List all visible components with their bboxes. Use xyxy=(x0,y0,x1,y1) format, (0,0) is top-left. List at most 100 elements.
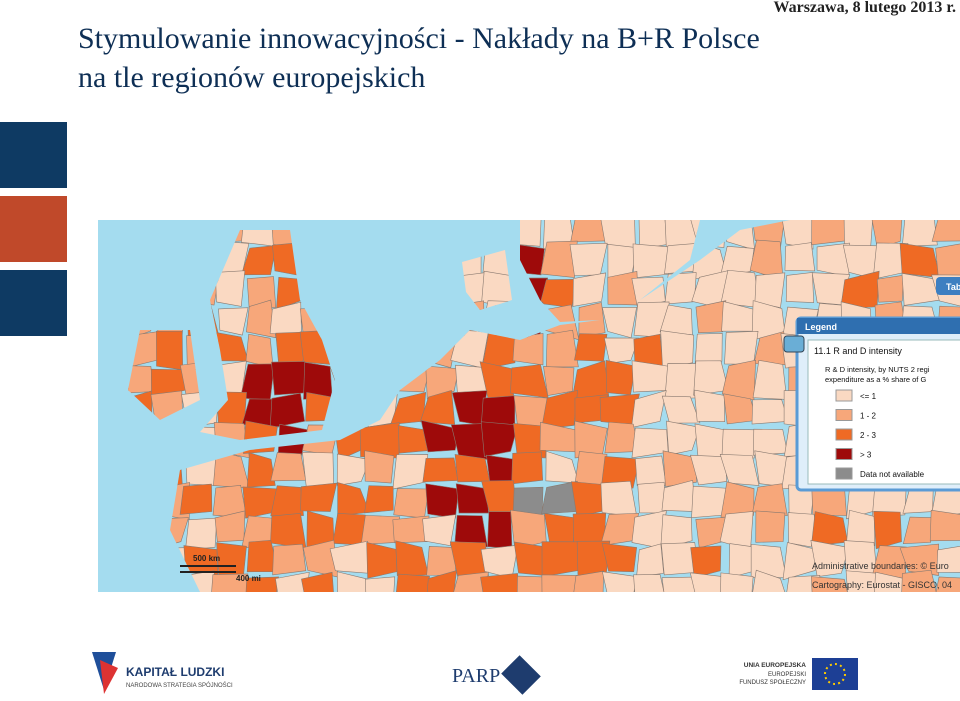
region xyxy=(811,220,847,246)
region xyxy=(301,571,335,592)
region xyxy=(572,272,607,307)
region xyxy=(782,542,819,581)
region xyxy=(571,570,605,592)
logo-shape xyxy=(100,660,118,694)
eu-stars xyxy=(824,663,846,685)
region xyxy=(600,456,640,490)
legend-swatch xyxy=(835,467,853,480)
region xyxy=(420,419,460,453)
legend-icon[interactable] xyxy=(783,335,805,353)
region xyxy=(601,542,638,572)
region xyxy=(185,517,218,551)
deco-square xyxy=(0,122,67,188)
region xyxy=(218,307,249,336)
legend-items: <= 1 1 - 2 2 - 3 > 3 Data not available xyxy=(835,389,925,480)
region xyxy=(480,573,520,592)
date: Warszawa, 8 lutego 2013 r. xyxy=(773,0,956,16)
region xyxy=(694,423,726,459)
legend-swatch xyxy=(835,389,853,402)
region xyxy=(269,392,306,429)
region xyxy=(631,390,667,428)
legend-layer: 11.1 R and D intensity xyxy=(814,346,902,356)
region xyxy=(664,363,698,400)
title-line: Stymulowanie innowacyjności - Nakłady na… xyxy=(78,22,760,55)
region xyxy=(721,428,756,459)
region xyxy=(785,272,815,303)
credit: Administrative boundaries: © Euro xyxy=(812,561,949,571)
region xyxy=(336,571,371,592)
region xyxy=(241,245,277,276)
region xyxy=(843,220,874,248)
region xyxy=(541,541,579,578)
region xyxy=(300,482,338,512)
deco-square xyxy=(0,270,67,336)
tab-label: Tab xyxy=(946,282,960,292)
logo-text: FUNDUSZ SPOŁECZNY xyxy=(739,680,806,686)
region xyxy=(752,483,788,516)
footer: KAPITAŁ LUDZKI NARODOWA STRATEGIA SPÓJNO… xyxy=(92,652,858,695)
legend-swatch xyxy=(835,409,853,421)
deco-square xyxy=(0,196,67,262)
legend-panel: Legend 11.1 R and D intensity R & D inte… xyxy=(783,316,960,492)
scale-label: 400 mi xyxy=(236,574,261,583)
title-line: na tle regionów europejskich xyxy=(78,61,425,94)
region xyxy=(935,242,960,278)
region xyxy=(179,483,213,515)
region xyxy=(660,330,695,370)
legend-body xyxy=(807,339,960,485)
scale-label: 500 km xyxy=(193,554,220,563)
region xyxy=(270,452,307,482)
legend-description: expenditure as a % share of G xyxy=(825,375,926,384)
legend-swatch xyxy=(835,448,853,460)
region xyxy=(633,574,667,592)
region xyxy=(752,359,788,400)
region xyxy=(539,278,578,308)
region xyxy=(936,545,960,573)
region xyxy=(244,576,279,592)
legend-swatch xyxy=(835,428,853,441)
region xyxy=(272,543,307,576)
region xyxy=(870,220,903,249)
region xyxy=(270,485,304,517)
region xyxy=(660,514,693,550)
region xyxy=(578,302,606,338)
region xyxy=(600,480,638,518)
region xyxy=(637,481,667,514)
region xyxy=(689,572,729,592)
region xyxy=(270,513,307,549)
region xyxy=(755,510,786,543)
region xyxy=(425,483,460,519)
region xyxy=(694,333,723,368)
region xyxy=(454,454,491,483)
region xyxy=(784,242,816,272)
region xyxy=(932,576,960,592)
region xyxy=(156,330,184,371)
region xyxy=(603,337,640,364)
logo-text: EUROPEJSKI xyxy=(768,672,806,678)
legend-label: > 3 xyxy=(860,451,872,460)
legend-label: Data not available xyxy=(860,470,925,479)
region xyxy=(719,246,755,278)
region xyxy=(902,516,934,544)
region xyxy=(901,220,938,247)
region xyxy=(215,270,246,307)
region xyxy=(811,487,847,516)
region xyxy=(393,488,429,519)
region xyxy=(845,570,878,592)
logo-text: PARP xyxy=(452,665,500,687)
region xyxy=(449,541,489,581)
legend-description: R & D intensity, by NUTS 2 regi xyxy=(825,365,930,374)
region xyxy=(720,481,755,518)
region xyxy=(876,274,904,303)
region xyxy=(364,576,396,592)
region xyxy=(781,220,814,250)
tab-button[interactable] xyxy=(936,277,960,295)
region xyxy=(246,299,277,339)
region xyxy=(899,543,939,576)
region xyxy=(364,485,394,514)
region xyxy=(540,240,578,278)
region xyxy=(422,514,457,547)
region xyxy=(425,570,457,592)
region xyxy=(719,454,760,486)
region xyxy=(545,329,579,368)
